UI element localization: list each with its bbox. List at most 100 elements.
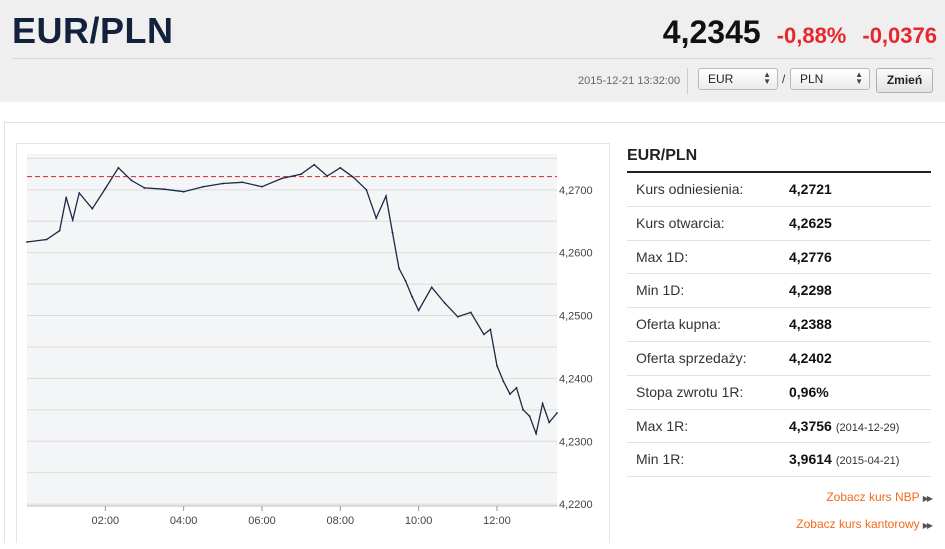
stats-value: 4,2625 — [789, 215, 832, 231]
toolbar-divider — [687, 68, 688, 94]
y-tick-label: 4,2400 — [559, 373, 593, 385]
price-point — [71, 219, 74, 221]
price-point — [352, 176, 355, 179]
price-point — [548, 421, 551, 424]
price-point — [541, 402, 544, 405]
price-point — [502, 380, 505, 383]
stats-value: 4,3756 (2014-12-29) — [789, 418, 899, 434]
header-divider — [12, 58, 933, 59]
stats-row: Max 1D: 4,2776 — [627, 241, 931, 275]
panel-title-rule — [627, 171, 931, 173]
price-point — [104, 187, 107, 190]
stats-label: Stopa zwrotu 1R: — [636, 383, 744, 400]
select-arrows-icon: ▲ ▼ — [855, 70, 863, 86]
stats-date: (2014-12-29) — [835, 421, 900, 434]
double-arrow-icon: ▶▶ — [922, 494, 933, 503]
currency-separator: / — [782, 72, 786, 86]
select-arrows-icon: ▲ ▼ — [763, 70, 771, 86]
price-point — [91, 207, 94, 210]
stats-value-text: 4,2776 — [789, 248, 832, 265]
y-tick-label: 4,2300 — [559, 436, 593, 448]
to-currency-value: PLN — [800, 72, 824, 86]
price-point — [163, 188, 165, 191]
price-point — [391, 231, 394, 234]
stats-table: Kurs odniesienia: 4,2721 Kurs otwarcia: 4,2… — [627, 173, 931, 478]
price-point — [509, 393, 511, 396]
x-tick-label: 08:00 — [327, 515, 355, 527]
price-point — [300, 173, 303, 176]
change-absolute: -0,0376 — [862, 23, 937, 48]
x-tick-label: 04:00 — [170, 515, 198, 527]
stats-label: Min 1R: — [636, 451, 685, 468]
to-currency-select[interactable]: PLN ▲ ▼ — [790, 68, 870, 90]
price-point — [45, 238, 48, 241]
price-point — [117, 166, 120, 169]
price-point — [143, 187, 146, 189]
stats-row: Min 1D: 4,2298 — [627, 274, 931, 309]
quote-header: EUR/PLN 4,2345 -0,88% -0,0376 2015-12-21… — [0, 0, 945, 102]
price-point — [202, 185, 205, 188]
price-point — [326, 175, 329, 177]
price-point — [515, 386, 518, 389]
nbp-rate-link[interactable]: Zobacz kurs NBP ▶▶ — [826, 490, 933, 504]
price-point — [130, 179, 133, 182]
price-point — [182, 190, 185, 193]
exchange-rate-link[interactable]: Zobacz kurs kantorowy ▶▶ — [796, 517, 933, 531]
price-point — [313, 163, 316, 166]
stats-row: Min 1R: 3,9614 (2015-04-21) — [627, 443, 931, 478]
stats-value: 3,9614 (2015-04-21) — [789, 451, 899, 467]
stats-value-text: 4,3756 — [789, 417, 832, 434]
exchange-rate-link-label: Zobacz kurs kantorowy — [796, 517, 920, 531]
nbp-rate-link-label: Zobacz kurs NBP — [826, 490, 920, 504]
price-point — [385, 195, 387, 198]
price-point — [411, 295, 413, 298]
x-tick-label: 12:00 — [483, 515, 511, 527]
price-point — [404, 280, 407, 282]
stats-label: Max 1D: — [636, 248, 689, 265]
price-point — [365, 188, 368, 191]
stats-value-text: 4,2721 — [789, 181, 832, 197]
stats-value: 4,2388 — [789, 316, 832, 332]
double-arrow-icon: ▶▶ — [922, 521, 933, 530]
change-pair-button[interactable]: Zmień — [876, 68, 933, 93]
price-point — [261, 185, 263, 188]
price-point — [528, 415, 531, 418]
chart-container: 4,2700 4,2600 4,2500 4,2400 4,2300 4,2200 02:0… — [16, 143, 610, 543]
price-point — [398, 267, 400, 270]
stats-row: Max 1R: 4,3756 (2014-12-29) — [627, 410, 931, 444]
stats-label: Oferta kupna: — [636, 316, 721, 333]
stats-row: Oferta kupna: 4,2388 — [627, 308, 931, 342]
price-point — [456, 315, 459, 318]
stats-value-text: 3,9614 — [789, 451, 832, 468]
current-price: 4,2345 — [662, 14, 761, 50]
stats-label: Min 1D: — [636, 282, 685, 299]
stats-row: Kurs otwarcia: 4,2625 — [627, 207, 931, 241]
price-point — [221, 182, 224, 185]
price-point — [469, 311, 472, 314]
stats-value: 4,2298 — [789, 282, 832, 298]
price-point — [375, 217, 378, 220]
stats-date: (2015-04-21) — [835, 455, 900, 468]
stats-label: Kurs odniesienia: — [636, 181, 744, 197]
price-point — [496, 364, 498, 367]
price-point — [556, 412, 558, 414]
stats-row: Stopa zwrotu 1R: 0,96% — [627, 376, 931, 410]
x-tick-label: 02:00 — [92, 515, 120, 527]
price-point — [65, 196, 68, 199]
stats-label: Max 1R: — [636, 417, 689, 434]
stats-value: 4,2776 — [789, 249, 832, 265]
price-point — [489, 328, 492, 331]
price-point — [535, 432, 538, 435]
pair-title: EUR/PLN — [12, 10, 174, 51]
x-tick-label: 06:00 — [248, 515, 276, 527]
price-point — [280, 177, 283, 180]
from-currency-select[interactable]: EUR ▲ ▼ — [698, 68, 778, 90]
quote-timestamp: 2015-12-21 13:32:00 — [578, 75, 681, 87]
stats-row: Oferta sprzedaży: 4,2402 — [627, 342, 931, 376]
panel-title: EUR/PLN — [627, 147, 698, 164]
stats-label: Oferta sprzedaży: — [636, 349, 747, 366]
x-tick-label: 10:00 — [405, 515, 433, 527]
price-point — [58, 229, 61, 232]
stats-value-text: 4,2298 — [789, 282, 832, 299]
stats-value-text: 0,96% — [789, 383, 829, 400]
